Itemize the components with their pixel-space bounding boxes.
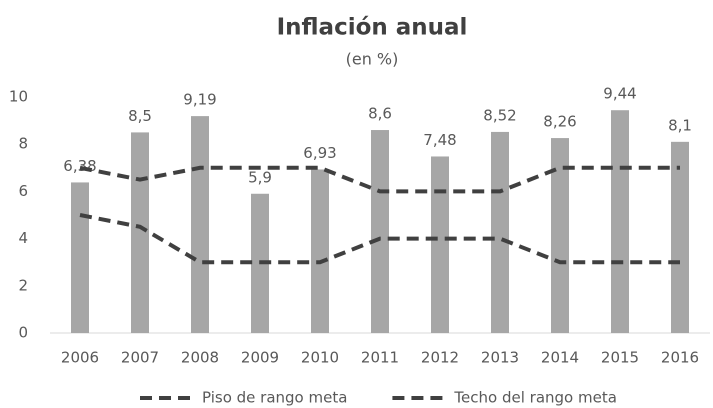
bar bbox=[491, 131, 509, 333]
data-label: 6,93 bbox=[303, 144, 336, 162]
x-tick-label: 2007 bbox=[121, 349, 159, 367]
data-label: 8,5 bbox=[128, 107, 152, 125]
x-tick-label: 2009 bbox=[241, 349, 279, 367]
x-tick-label: 2010 bbox=[301, 349, 339, 367]
y-tick-label: 8 bbox=[18, 135, 28, 153]
bar bbox=[131, 132, 149, 333]
x-tick-label: 2013 bbox=[481, 349, 519, 367]
x-tick-label: 2012 bbox=[421, 349, 459, 367]
bar bbox=[311, 169, 329, 333]
data-label: 8,1 bbox=[668, 116, 692, 134]
legend-label: Techo del rango meta bbox=[453, 389, 616, 407]
data-label: 8,26 bbox=[543, 113, 576, 131]
x-tick-label: 2006 bbox=[61, 349, 99, 367]
data-label: 5,9 bbox=[248, 168, 272, 186]
line-series bbox=[79, 165, 680, 194]
bar bbox=[71, 182, 89, 333]
x-tick-label: 2014 bbox=[541, 349, 579, 367]
bar bbox=[551, 138, 569, 333]
bar bbox=[371, 130, 389, 333]
data-label: 7,48 bbox=[423, 131, 456, 149]
data-label: 6,38 bbox=[63, 157, 96, 175]
bar bbox=[671, 141, 689, 333]
bar bbox=[611, 110, 629, 333]
x-tick-label: 2015 bbox=[601, 349, 639, 367]
bar bbox=[431, 156, 449, 333]
line-series bbox=[79, 213, 680, 265]
x-tick-label: 2008 bbox=[181, 349, 219, 367]
data-label: 9,19 bbox=[183, 91, 216, 109]
y-tick-label: 10 bbox=[9, 88, 28, 106]
y-tick-label: 4 bbox=[18, 229, 28, 247]
legend-label: Piso de rango meta bbox=[202, 389, 347, 407]
chart-title: Inflación anual bbox=[277, 15, 468, 41]
data-label: 8,6 bbox=[368, 105, 392, 123]
x-tick-label: 2016 bbox=[661, 349, 699, 367]
data-label: 9,44 bbox=[603, 85, 636, 103]
y-tick-label: 0 bbox=[18, 324, 28, 342]
chart-subtitle: (en %) bbox=[346, 50, 399, 69]
y-tick-label: 2 bbox=[18, 276, 28, 294]
x-tick-label: 2011 bbox=[361, 349, 399, 367]
y-tick-label: 6 bbox=[18, 182, 28, 200]
data-label: 8,52 bbox=[483, 106, 516, 124]
bar bbox=[191, 116, 209, 333]
